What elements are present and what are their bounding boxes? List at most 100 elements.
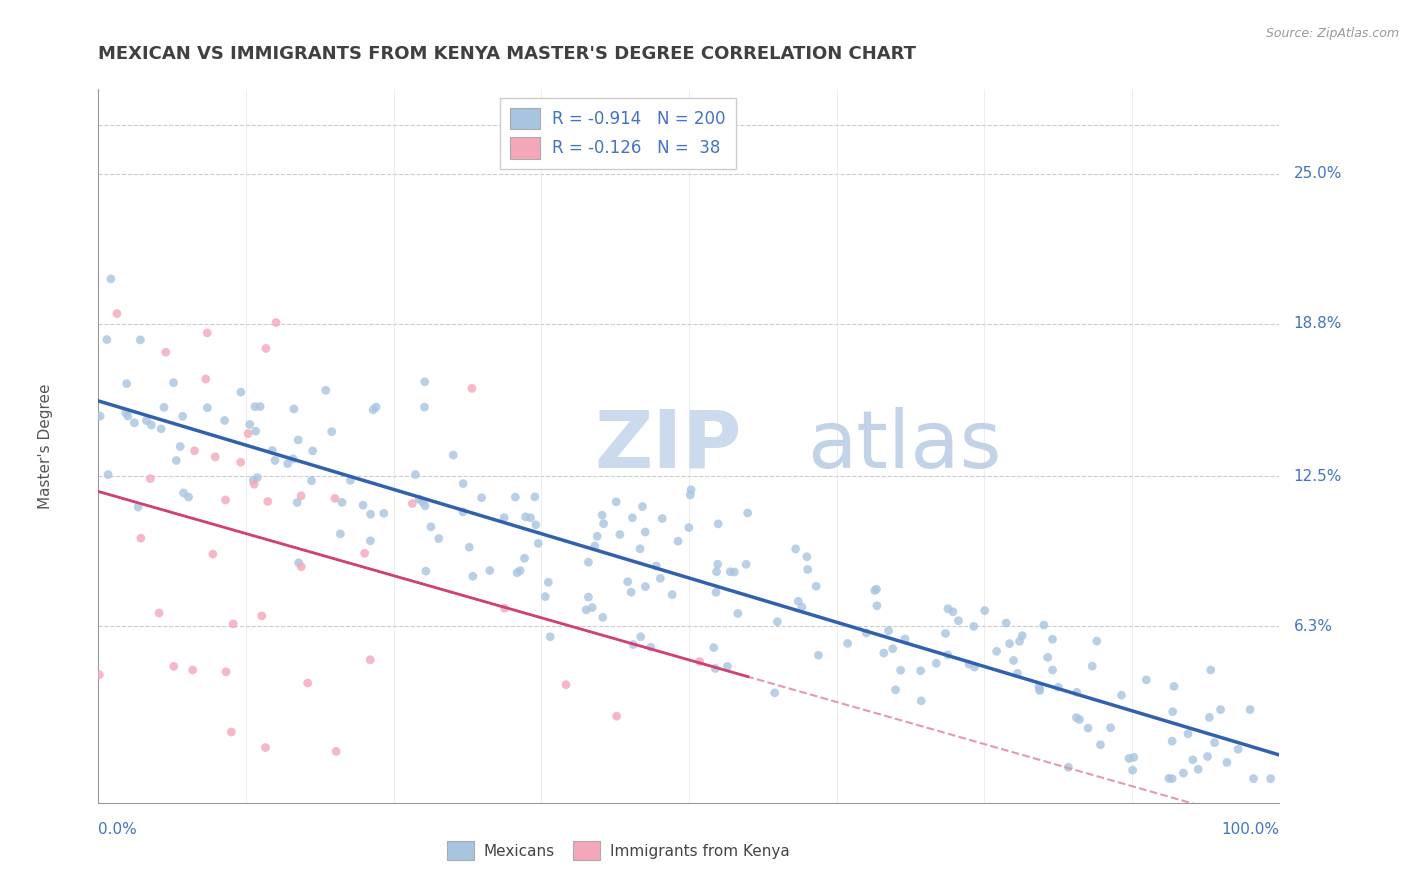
Point [651,511,673,525]
Text: 0.0%: 0.0% [98,822,138,838]
Point [124,416,146,430]
Point [630,630,652,644]
Point [578,590,600,604]
Point [706,565,728,579]
Point [634,524,657,539]
Point [301,443,323,458]
Point [703,640,725,655]
Point [229,455,252,469]
Point [1028,681,1050,696]
Point [461,569,484,583]
Point [183,443,205,458]
Point [679,488,702,502]
Point [264,453,287,467]
Point [197,401,219,415]
Point [661,588,683,602]
Point [165,453,187,467]
Point [537,575,560,590]
Point [873,646,896,660]
Point [153,401,176,415]
Point [735,558,758,572]
Point [243,400,266,414]
Point [297,676,319,690]
Point [1099,721,1122,735]
Point [718,565,741,579]
Point [1239,702,1261,716]
Point [1047,680,1070,694]
Point [287,556,309,570]
Point [236,426,259,441]
Point [264,316,287,330]
Point [329,526,352,541]
Point [194,372,217,386]
Point [1199,663,1222,677]
Point [555,678,578,692]
Point [631,500,654,514]
Point [172,409,194,424]
Point [727,607,749,621]
Point [1227,742,1250,756]
Point [330,495,353,509]
Point [513,551,536,566]
Point [129,333,152,347]
Point [737,506,759,520]
Point [1002,653,1025,667]
Point [117,409,139,423]
Point [855,626,877,640]
Point [689,655,711,669]
Point [249,400,271,414]
Text: 100.0%: 100.0% [1222,822,1279,838]
Point [290,559,312,574]
Point [325,744,347,758]
Point [1008,634,1031,648]
Point [790,600,813,615]
Point [1081,659,1104,673]
Point [1090,738,1112,752]
Point [609,527,631,541]
Point [1209,703,1232,717]
Point [339,473,361,487]
Point [413,400,436,414]
Text: atlas: atlas [807,407,1001,485]
Point [204,450,226,464]
Point [524,517,547,532]
Point [256,494,278,508]
Point [1069,713,1091,727]
Point [181,663,204,677]
Point [963,660,986,674]
Point [704,585,727,599]
Point [478,564,501,578]
Point [262,443,284,458]
Point [105,307,128,321]
Point [957,657,980,672]
Point [96,333,118,347]
Point [628,541,651,556]
Point [135,413,157,427]
Point [315,384,337,398]
Point [1161,772,1184,786]
Point [243,477,266,491]
Point [723,565,745,579]
Point [127,500,149,514]
Point [616,574,638,589]
Point [1181,753,1204,767]
Point [894,632,917,646]
Point [323,491,346,506]
Point [882,641,904,656]
Point [707,516,730,531]
Point [538,630,561,644]
Point [163,659,186,673]
Point [586,529,609,543]
Point [461,381,484,395]
Point [1122,763,1144,777]
Point [796,562,818,576]
Point [1028,683,1050,698]
Point [283,401,305,416]
Point [250,608,273,623]
Point [1042,632,1064,647]
Point [246,470,269,484]
Legend: Mexicans, Immigrants from Kenya: Mexicans, Immigrants from Kenya [440,835,796,866]
Point [986,644,1008,658]
Point [360,508,382,522]
Point [787,594,810,608]
